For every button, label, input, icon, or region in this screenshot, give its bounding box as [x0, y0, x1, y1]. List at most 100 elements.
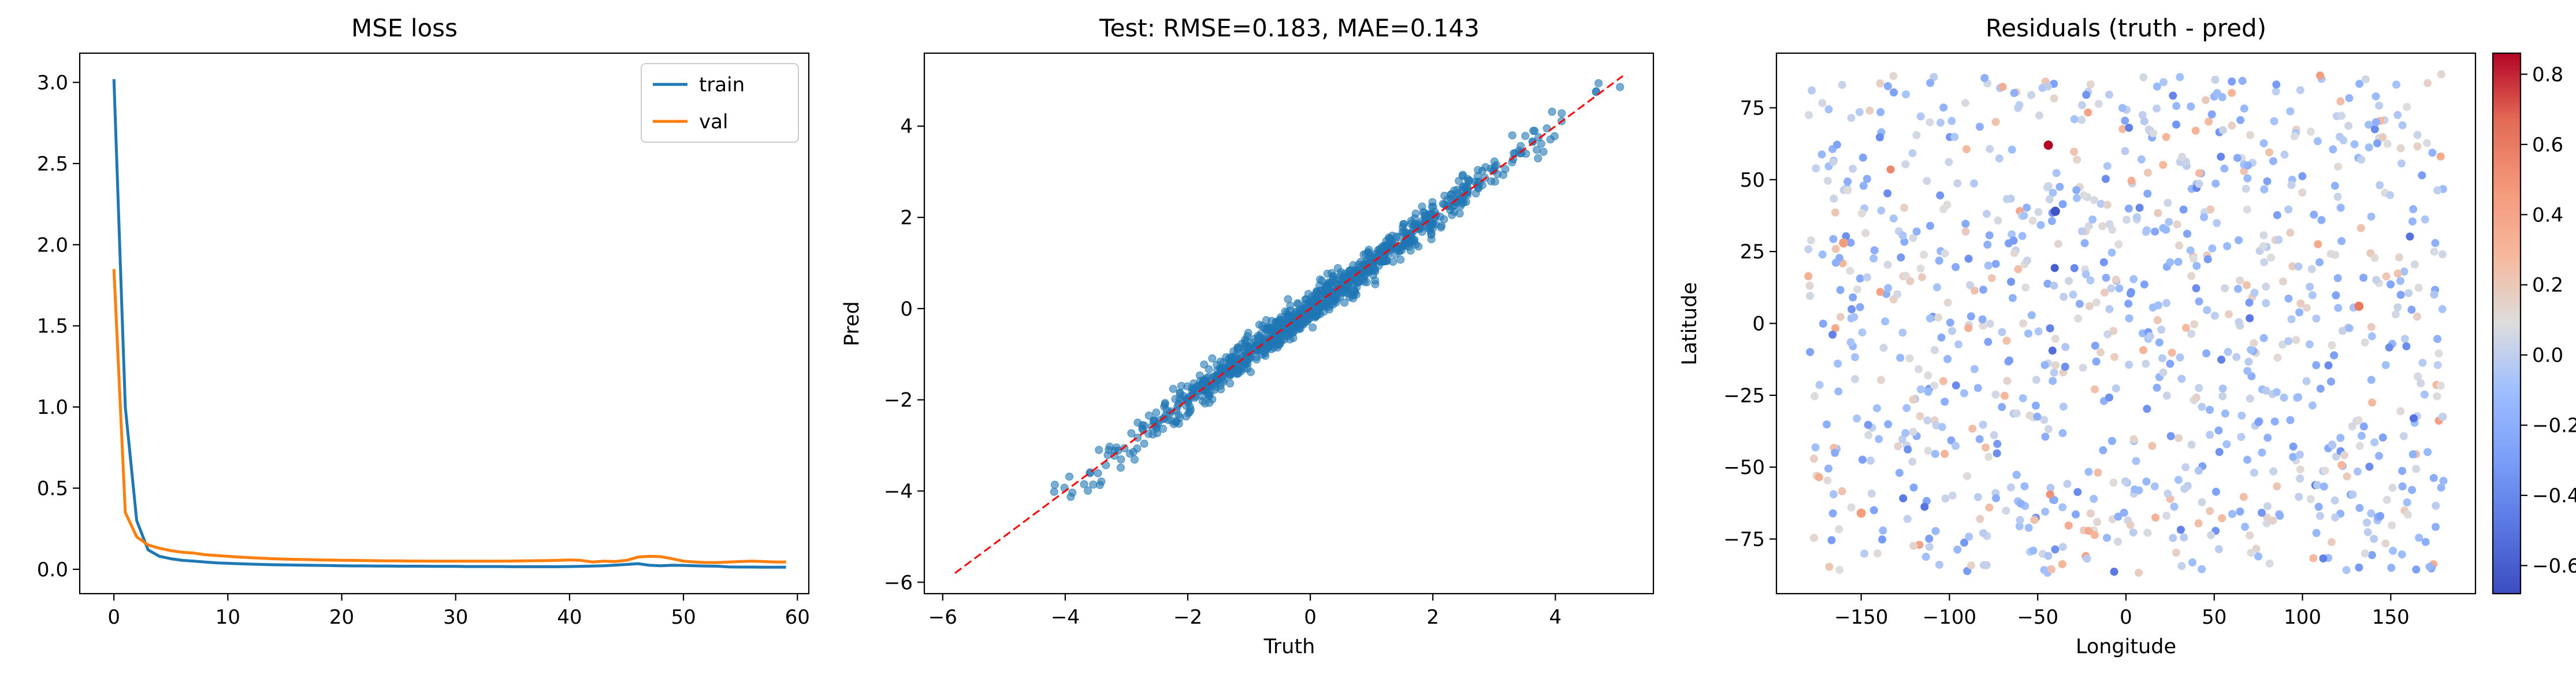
residual-point [2376, 181, 2384, 190]
residual-point [2289, 442, 2298, 451]
residual-point [2276, 512, 2284, 520]
residual-point [2180, 533, 2188, 542]
residual-point [2187, 440, 2196, 449]
residual-point-highlight [1839, 238, 1849, 248]
residual-point [1961, 99, 1969, 108]
residual-point [1931, 527, 1940, 535]
residual-point [2250, 339, 2258, 347]
residual-point [1921, 553, 1930, 561]
residual-point [2097, 199, 2105, 208]
residual-point [2091, 342, 2099, 350]
residual-point [1968, 424, 1977, 433]
scatter-point [1463, 175, 1472, 183]
residual-point [2153, 316, 2162, 324]
residual-point [1897, 253, 1905, 262]
residual-point [2015, 522, 2024, 531]
residual-point [2370, 125, 2379, 134]
colorbar-tick-label: −0.4 [2532, 484, 2576, 508]
residual-point [2431, 239, 2440, 247]
x-tick-label: −6 [928, 606, 957, 629]
residual-point [2005, 356, 2014, 365]
residual-point [1925, 543, 1934, 551]
residual-point [2365, 143, 2373, 151]
residual-point [2314, 240, 2322, 249]
residual-point [1992, 494, 2001, 502]
residual-point [1941, 398, 1949, 406]
residual-point [1976, 514, 1984, 523]
residual-point [1808, 86, 1816, 95]
y-tick-label: −6 [884, 571, 913, 594]
residual-point [2173, 220, 2181, 229]
scatter-point [1450, 186, 1459, 195]
residual-point [2051, 545, 2060, 554]
residual-point [1916, 264, 1925, 273]
residual-point [2237, 412, 2246, 420]
residual-point [2203, 255, 2212, 264]
scatter-point [1487, 177, 1496, 186]
residual-point [1931, 450, 1939, 458]
residual-point [2070, 147, 2078, 156]
legend-val-label: val [699, 110, 728, 134]
residuals-ylabel: Latitude [1678, 282, 1701, 365]
residual-point [2159, 368, 2168, 377]
residual-point [2310, 210, 2318, 219]
residual-point [2274, 235, 2283, 244]
scatter-point [1131, 455, 1139, 464]
residual-point [2212, 487, 2220, 496]
residual-point [2392, 80, 2400, 89]
residual-point [1909, 483, 1918, 492]
residual-point [1966, 281, 1975, 290]
residual-point [2091, 385, 2099, 394]
residual-point [2370, 535, 2378, 543]
x-tick-label: 150 [2372, 606, 2410, 629]
residual-point [1858, 328, 1867, 337]
residual-point [2242, 184, 2250, 193]
test-scatter-axes-frame [923, 52, 1655, 595]
residual-point [1829, 235, 1838, 243]
scatter-point [1176, 389, 1184, 398]
residual-point [1809, 454, 1818, 463]
residual-point [2009, 236, 2018, 245]
residual-point [2003, 195, 2011, 203]
scatter-point [1144, 411, 1153, 420]
residual-point [2094, 99, 2103, 108]
residual-point [2409, 205, 2418, 213]
residual-point [2263, 434, 2272, 442]
residual-point [2269, 467, 2278, 476]
residual-point [2327, 538, 2336, 546]
residual-point [2214, 545, 2223, 554]
scatter-point [1222, 353, 1231, 361]
scatter-point [1516, 142, 1525, 150]
residual-point [2296, 86, 2304, 94]
residual-point [2019, 394, 2027, 402]
residual-point [1898, 231, 1907, 240]
scatter-point [1095, 446, 1103, 454]
residual-point [1901, 429, 1910, 438]
residual-point [2228, 121, 2236, 130]
residual-point [1961, 227, 1970, 236]
residual-point [2367, 332, 2376, 340]
y-tick-label: 25 [1740, 240, 1765, 264]
residual-point [2016, 499, 2025, 508]
residual-point [2143, 226, 2151, 235]
residual-point [1823, 176, 1832, 185]
residual-point [1831, 324, 1839, 332]
residual-point [2236, 276, 2244, 285]
residual-point [2195, 384, 2203, 392]
y-tick-label: −50 [1723, 456, 1765, 479]
residual-point [2047, 217, 2056, 225]
y-tick-label: 0 [1752, 313, 1765, 336]
scatter-point [1422, 212, 1430, 221]
scatter-point [1185, 408, 1194, 416]
residual-point [2175, 241, 2183, 250]
residual-point [1876, 288, 1884, 296]
scatter-point [1616, 83, 1625, 91]
residual-point [2272, 388, 2281, 397]
residual-point [2273, 482, 2281, 491]
residual-point [2180, 484, 2189, 493]
residual-point [2029, 546, 2038, 555]
residual-point [2381, 361, 2390, 369]
colorbar-tick-label: 0.2 [2532, 274, 2563, 297]
residual-point [2176, 73, 2184, 82]
residual-point [1898, 328, 1907, 337]
